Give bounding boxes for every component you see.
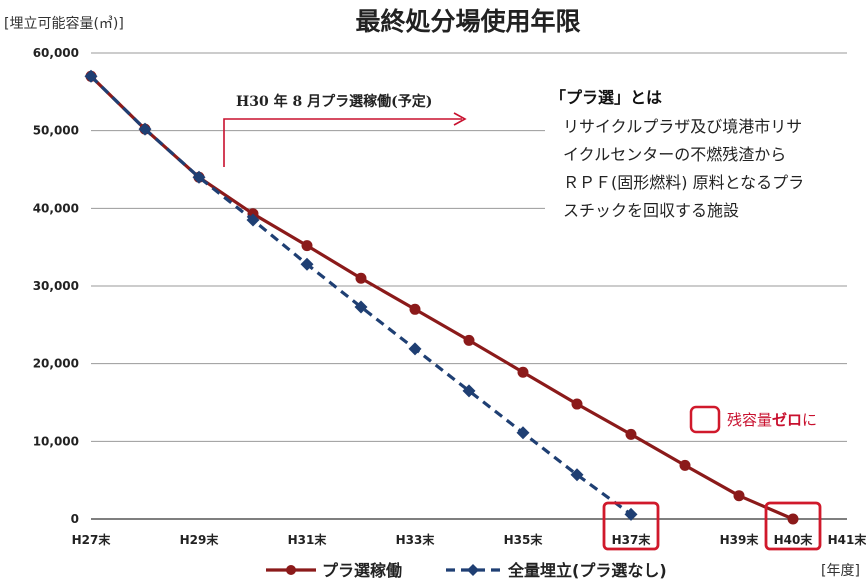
data-point-full xyxy=(516,426,530,440)
data-point-full xyxy=(624,507,638,521)
y-axis-label: [埋立可能容量(㎥)] xyxy=(4,15,124,32)
y-tick-label: 0 xyxy=(71,512,79,526)
data-point-pura xyxy=(517,366,529,378)
x-tick-label: H39末 xyxy=(720,532,760,547)
data-point-full xyxy=(354,300,368,314)
note-line-3: ＲＰＦ(固形燃料) 原料となるプラ xyxy=(563,173,804,192)
gridlines xyxy=(91,52,847,520)
data-point-pura xyxy=(679,459,691,471)
highlight-box-h37 xyxy=(602,501,660,551)
highlight-box-h40 xyxy=(764,501,822,551)
chart-title: 最終処分場使用年限 xyxy=(355,7,580,36)
data-point-full xyxy=(84,69,98,83)
data-point-pura xyxy=(571,398,583,410)
x-tick-label: H29末 xyxy=(180,532,220,547)
data-point-pura xyxy=(409,303,421,315)
data-point-pura xyxy=(625,428,637,440)
data-point-pura xyxy=(301,240,313,252)
series-line-full xyxy=(89,75,632,516)
annotation-arrow-line xyxy=(223,118,462,167)
x-tick-label: H27末 xyxy=(72,532,112,547)
legend-marker-circle xyxy=(286,565,296,575)
data-point-pura xyxy=(463,334,475,346)
note-line-2: イクルセンターの不燃残渣から xyxy=(563,145,786,164)
x-axis-unit-label: [年度] xyxy=(821,563,860,579)
x-tick-label: H35末 xyxy=(504,532,544,547)
data-point-full xyxy=(192,170,206,184)
y-tick-label: 60,000 xyxy=(33,46,79,60)
zero-capacity-text: 残容量ゼロに xyxy=(727,411,817,429)
data-point-pura xyxy=(733,490,745,502)
y-axis-ticks: 0 10,000 20,000 30,000 40,000 50,000 60,000 xyxy=(33,46,79,526)
y-tick-label: 30,000 xyxy=(33,279,79,293)
x-tick-label: H41末 xyxy=(828,532,866,547)
annotation-arrow-head xyxy=(453,112,467,126)
data-point-full xyxy=(300,257,314,271)
highlight-boxes xyxy=(602,501,822,551)
legend-marker-diamond xyxy=(467,564,479,576)
definition-note: 「プラ選」とは リサイクルプラザ及び境港市リサ イクルセンターの不燃残渣から Ｒ… xyxy=(545,82,851,222)
zero-capacity-callout: 残容量ゼロに xyxy=(689,405,817,434)
data-point-full xyxy=(246,213,260,227)
x-tick-label: H33末 xyxy=(396,532,436,547)
x-tick-label: H31末 xyxy=(288,532,328,547)
note-line-4: スチックを回収する施設 xyxy=(563,201,739,220)
y-tick-label: 10,000 xyxy=(33,434,79,448)
legend: プラ選稼働 全量埋立(プラ選なし) xyxy=(266,561,667,580)
x-tick-label: H40末 xyxy=(774,532,814,547)
operation-start-annotation: H30 年 8 月プラ選稼働(予定) xyxy=(223,93,467,167)
callout-box-sample xyxy=(689,405,721,434)
note-title: 「プラ選」とは xyxy=(550,88,662,107)
data-point-full xyxy=(570,468,584,482)
annotation-arrow-text: H30 年 8 月プラ選稼働(予定) xyxy=(236,93,432,110)
legend-label-pura: プラ選稼働 xyxy=(322,561,402,580)
y-tick-label: 40,000 xyxy=(33,201,79,215)
y-tick-label: 50,000 xyxy=(33,124,79,138)
note-background xyxy=(545,82,851,222)
data-point-pura xyxy=(787,513,799,525)
legend-label-full: 全量埋立(プラ選なし) xyxy=(507,561,667,580)
x-tick-label: H37末 xyxy=(612,532,652,547)
data-point-pura xyxy=(355,272,367,284)
data-point-full xyxy=(408,342,422,356)
data-point-full xyxy=(138,122,152,136)
y-tick-label: 20,000 xyxy=(33,357,79,371)
note-line-1: リサイクルプラザ及び境港市リサ xyxy=(563,117,802,136)
x-axis-ticks: H27末 H29末 H31末 H33末 H35末 H37末 H39末 H40末 H41末 xyxy=(72,532,866,547)
data-point-full xyxy=(462,384,476,398)
series-group xyxy=(84,69,799,525)
